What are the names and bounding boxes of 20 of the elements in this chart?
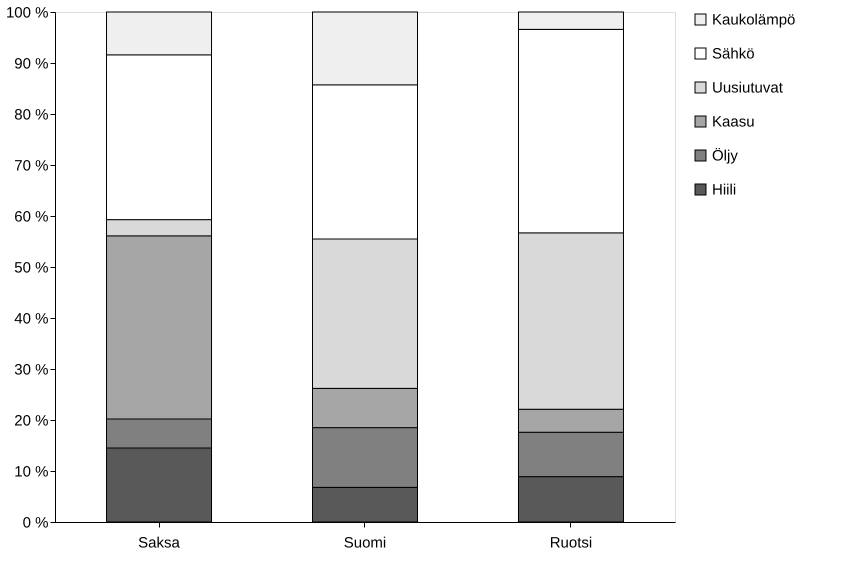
legend-label: Kaukolämpö: [712, 12, 796, 28]
y-tick-label: 30 %: [14, 362, 48, 378]
y-tick-label: 100 %: [6, 4, 48, 22]
y-tick-label: 0 %: [22, 514, 48, 532]
y-tick-label: 80 %: [14, 106, 48, 124]
x-tick-label: Ruotsi: [550, 534, 592, 552]
y-tick-label: 70 %: [14, 158, 48, 174]
y-tick-label: 10 %: [14, 464, 48, 480]
y-tick-label: 40 %: [14, 310, 48, 328]
legend-label: Sähkö: [712, 46, 755, 62]
y-tick-label: 20 %: [14, 412, 48, 430]
y-tick-label: 60 %: [14, 208, 48, 226]
y-tick-label: 50 %: [14, 260, 48, 276]
x-tick-label: Suomi: [344, 534, 386, 552]
legend-label: Hiili: [712, 182, 736, 198]
legend-label: Öljy: [712, 148, 738, 164]
y-tick-label: 90 %: [14, 56, 48, 72]
x-tick-label: Saksa: [138, 534, 181, 552]
legend-label: Kaasu: [712, 114, 755, 130]
legend-label: Uusiutuvat: [712, 80, 784, 96]
